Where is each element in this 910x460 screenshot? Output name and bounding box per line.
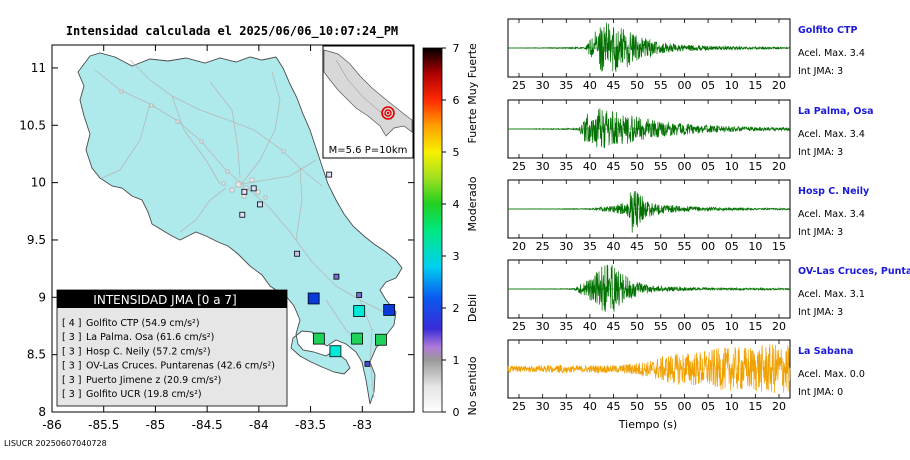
station-marker [307,292,320,305]
legend-row-station: OV-Las Cruces. Puntarenas (42.6 cm/s²) [86,361,275,372]
legend-row-intensity: [ 3 ] [62,346,82,357]
costa-rica-land [77,52,403,405]
station-marker [329,345,342,358]
station-marker [356,292,363,298]
station-marker [353,305,366,317]
y-tick-label: 11 [31,61,46,75]
x-tick-label: -86 [42,418,62,432]
x-tick-label: -83 [352,418,372,432]
town-markers [119,89,286,200]
inset-magnitude-label: M=5.6 P=10km [329,145,408,156]
station-marker [364,360,371,367]
legend-row-intensity: [ 3 ] [62,375,82,386]
epicenter-icon [381,106,395,120]
map-axis-ticks: -86 -85.5 -85 -84.5 -84 -83.5 -83 8 8.5 9 9.5 10 10.… [19,45,414,432]
intensity-legend: INTENSIDAD JMA [0 a 7] [ 4 ] Golfito CTP … [56,289,288,407]
station-marker [326,171,333,178]
station-marker [239,211,246,218]
x-tick-label: -83.5 [295,418,326,432]
y-tick-label: 9.5 [27,233,46,247]
station-marker [351,332,364,345]
inset-locator-map: M=5.6 P=10km [322,45,414,159]
legend-row-station: La Palma. Osa (61.6 cm/s²) [86,332,214,343]
legend-row-station: Golfito UCR (19.8 cm/s²) [86,389,202,400]
legend-row-intensity: [ 3 ] [62,361,82,372]
legend-header [57,290,287,308]
station-marker [241,188,248,195]
station-marker [294,250,301,257]
station-marker [333,273,340,280]
y-tick-label: 9 [38,290,46,304]
y-tick-label: 8 [38,405,46,419]
station-marker [256,201,263,208]
legend-title: INTENSIDAD JMA [0 a 7] [93,293,236,307]
x-tick-label: -85 [146,418,166,432]
x-tick-label: -84.5 [192,418,223,432]
station-marker [383,304,396,316]
y-tick-label: 10.5 [19,118,46,132]
station-marker [312,332,325,345]
station-marker [375,333,387,346]
footer-id: LISUCR 20250607040728 [4,439,107,448]
station-marker [250,185,257,192]
legend-row-intensity: [ 3 ] [62,389,82,400]
station-markers [239,171,396,367]
legend-row-intensity: [ 4 ] [62,318,82,329]
y-tick-label: 8.5 [27,348,46,362]
legend-row-station: Puerto Jimene z (20.9 cm/s²) [86,375,221,386]
legend-row-station: Golfito CTP (54.9 cm/s²) [86,318,200,329]
map-frame [51,44,415,413]
x-tick-label: -85.5 [88,418,119,432]
map-title: Intensidad calculada el 2025/06/06_10:07… [66,24,398,39]
legend-row-intensity: [ 3 ] [62,332,82,343]
x-tick-label: -84 [249,418,269,432]
legend-row-station: Hosp C. Neily (57.2 cm/s²) [86,346,211,357]
y-tick-label: 10 [31,176,46,190]
